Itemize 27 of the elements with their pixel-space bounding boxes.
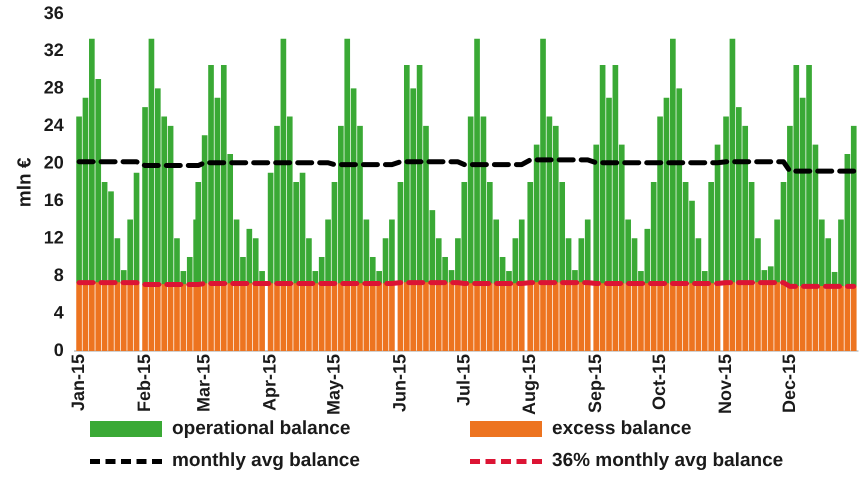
legend-label: 36% monthly avg balance [552, 450, 784, 472]
y-tick-label: 8 [54, 265, 64, 286]
legend-label: excess balance [552, 418, 692, 440]
x-tick-label: Jul-15 [453, 354, 474, 406]
x-tick-label: Nov-15 [715, 354, 736, 414]
y-axis-title: mln € [14, 157, 36, 208]
x-tick-label: Apr-15 [260, 354, 280, 411]
y-tick-label: 28 [44, 78, 64, 98]
x-tick-label: Jan-15 [68, 354, 88, 412]
y-tick-label: 24 [44, 115, 64, 136]
x-tick-label: Oct-15 [649, 354, 670, 410]
x-tick-label: Mar-15 [194, 354, 214, 412]
y-tick-label: 36 [44, 2, 64, 23]
legend-label: operational balance [172, 418, 350, 440]
x-tick-label: Sep-15 [585, 354, 606, 413]
y-tick-label: 32 [44, 40, 64, 60]
x-tick-label: Dec-15 [778, 354, 799, 414]
x-tick-label: Jun-15 [389, 354, 410, 412]
y-tick-label: 16 [44, 190, 64, 210]
y-tick-label: 12 [44, 228, 64, 248]
x-tick-label: Feb-15 [134, 354, 154, 412]
legend-label: monthly avg balance [172, 450, 360, 472]
y-tick-label: 4 [54, 302, 64, 322]
y-tick-label: 0 [54, 340, 64, 360]
x-tick-label: May-15 [323, 354, 344, 415]
x-tick-label: Aug-15 [519, 354, 540, 415]
y-tick-label: 20 [44, 152, 64, 173]
